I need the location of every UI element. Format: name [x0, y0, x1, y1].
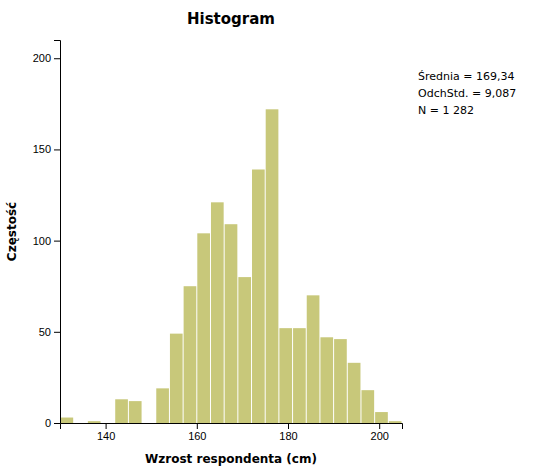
y-tick-label: 100	[33, 235, 51, 247]
x-axis-title: Wzrost respondenta (cm)	[145, 452, 317, 466]
y-tick-label: 200	[33, 52, 51, 64]
bar	[266, 109, 279, 423]
bar	[88, 421, 101, 423]
y-tick: 150	[33, 143, 60, 155]
bar	[252, 169, 265, 423]
bars	[61, 109, 402, 423]
annotation-line: OdchStd. = 9,087	[418, 87, 516, 100]
bar	[307, 295, 320, 423]
bar	[129, 401, 142, 423]
y-axis-line	[54, 41, 61, 424]
plot: 140 160 180 200 0 50 100 150 200	[33, 41, 403, 442]
x-tick-label: 180	[279, 430, 297, 442]
bar	[170, 334, 183, 423]
x-tick: 160	[188, 423, 206, 442]
x-axis-line	[61, 424, 403, 430]
x-tick: 180	[279, 423, 297, 442]
y-axis-title: Częstość	[5, 202, 19, 261]
bar	[348, 363, 361, 423]
y-tick-mark	[54, 423, 60, 424]
x-tick-mark	[288, 423, 289, 429]
bar	[211, 202, 224, 423]
y-tick-label: 150	[33, 143, 51, 155]
y-tick-label: 50	[39, 326, 51, 338]
annotation: Średnia = 169,34 OdchStd. = 9,087 N = 1 28…	[418, 70, 516, 117]
x-tick: 200	[371, 423, 389, 442]
bar	[184, 286, 197, 423]
bar	[334, 339, 347, 423]
x-tick-label: 200	[371, 430, 389, 442]
bar	[115, 399, 128, 423]
bar	[143, 423, 156, 424]
bar	[375, 412, 388, 423]
bar	[197, 233, 210, 423]
x-tick-mark	[379, 423, 380, 429]
x-axis: 140 160 180 200	[61, 423, 403, 442]
title: Histogram	[187, 10, 275, 28]
x-tick-mark	[106, 423, 107, 429]
y-tick: 100	[33, 235, 60, 247]
y-tick-mark	[54, 241, 60, 242]
y-tick: 50	[39, 326, 60, 338]
y-tick-label: 0	[45, 417, 51, 429]
bar	[156, 388, 169, 423]
bar	[361, 390, 374, 423]
annotation-line: Średnia = 169,34	[418, 70, 514, 83]
x-tick: 140	[97, 423, 115, 442]
y-tick: 200	[33, 52, 60, 64]
annotation-line: N = 1 282	[418, 104, 474, 117]
bar	[61, 418, 74, 423]
bar	[320, 337, 333, 423]
bar	[293, 328, 306, 423]
bar	[238, 277, 251, 423]
y-tick-mark	[54, 149, 60, 150]
y-tick-mark	[54, 58, 60, 59]
bar	[74, 423, 87, 424]
y-tick: 0	[45, 417, 60, 429]
y-axis: 0 50 100 150 200	[33, 41, 61, 430]
x-tick-label: 160	[188, 430, 206, 442]
bar	[225, 224, 238, 423]
x-tick-label: 140	[97, 430, 115, 442]
bar	[389, 421, 402, 423]
chart: 140 160 180 200 0 50 100 150 200 Histogram Wzrost …	[0, 0, 552, 473]
x-tick-mark	[197, 423, 198, 429]
bar	[279, 328, 292, 423]
bar	[102, 423, 115, 424]
y-tick-mark	[54, 332, 60, 333]
